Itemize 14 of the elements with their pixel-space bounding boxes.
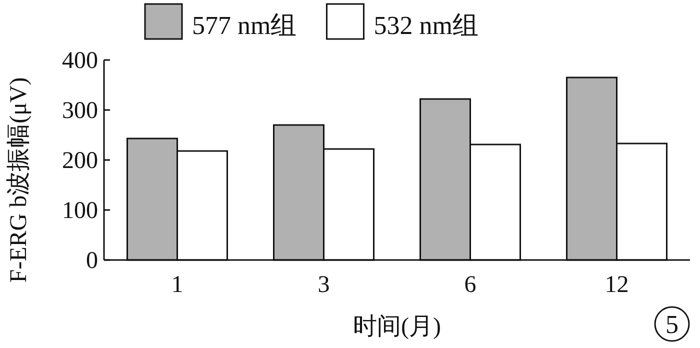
x-axis-title: 时间(月) — [353, 314, 441, 340]
y-tick-label: 200 — [62, 148, 98, 174]
legend-label: 577 nm组 — [192, 11, 297, 40]
x-tick-label: 6 — [464, 272, 476, 298]
text: 5 — [666, 310, 678, 339]
x-tick-label: 12 — [604, 272, 629, 298]
x-tick-label: 3 — [318, 272, 330, 298]
y-tick-label: 0 — [86, 248, 98, 274]
y-tick-label: 400 — [62, 48, 98, 74]
y-tick-label: 100 — [62, 198, 98, 224]
y-tick-label: 300 — [62, 98, 98, 124]
y-axis-title: F-ERG b波振幅(μV) — [6, 77, 32, 283]
x-tick-label: 1 — [171, 272, 184, 298]
legend-label: 532 nm组 — [374, 11, 478, 40]
